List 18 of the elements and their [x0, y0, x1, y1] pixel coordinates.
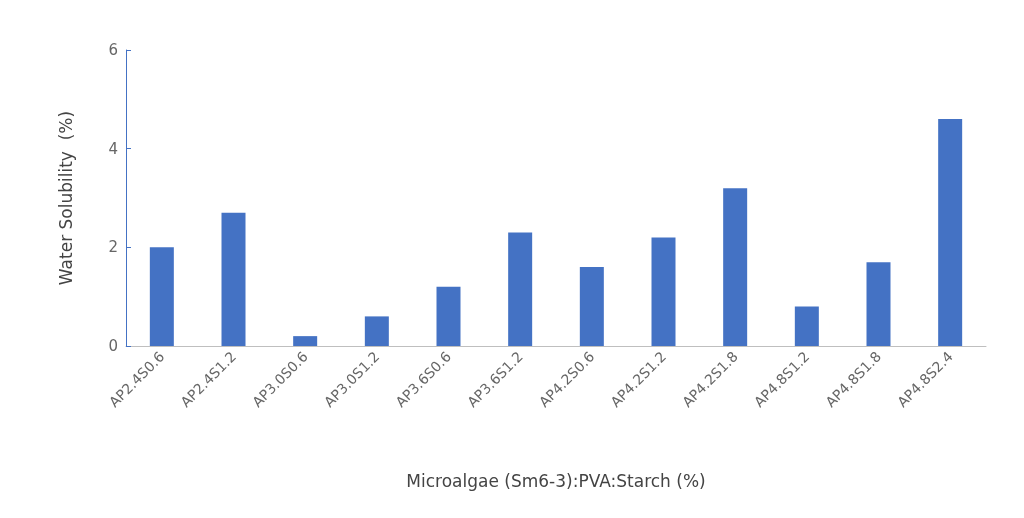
x-axis-title: Microalgae (Sm6-3):PVA:Starch (%)	[406, 470, 706, 491]
y-tick-label: 2	[108, 238, 118, 257]
y-tick-label: 6	[108, 41, 118, 59]
bar	[293, 336, 318, 346]
y-tick-label: 4	[108, 139, 118, 158]
bar	[221, 212, 246, 346]
bar	[938, 119, 963, 346]
bar	[364, 316, 389, 346]
bar	[436, 286, 461, 346]
y-tick-label: 0	[108, 337, 118, 355]
bar	[794, 306, 819, 346]
bar	[508, 232, 533, 346]
bar	[149, 247, 174, 346]
bar	[866, 262, 891, 346]
bar	[651, 237, 676, 346]
bar	[579, 267, 604, 346]
y-axis-title: Water Solubility (%)	[55, 110, 76, 286]
bar	[723, 188, 748, 346]
